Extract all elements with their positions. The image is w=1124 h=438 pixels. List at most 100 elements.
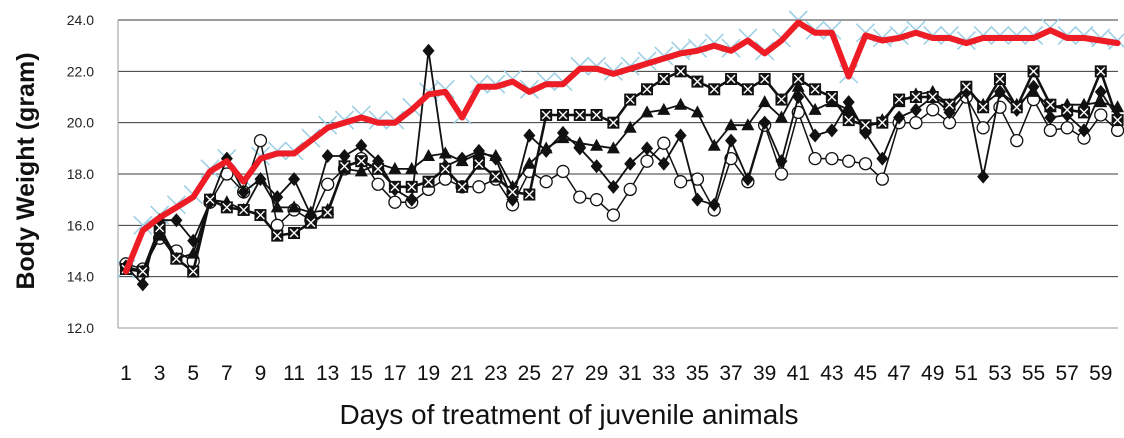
data-point — [590, 159, 603, 174]
data-point — [876, 151, 889, 166]
data-point — [523, 128, 536, 143]
data-point — [707, 138, 721, 151]
data-point — [926, 103, 940, 117]
y-tick-label: 20.0 — [67, 115, 94, 131]
data-point — [540, 108, 553, 121]
data-point — [909, 102, 922, 117]
data-point — [253, 172, 267, 185]
data-point — [321, 206, 334, 219]
x-tick-label: 39 — [753, 362, 776, 385]
data-point — [1094, 95, 1108, 108]
x-axis-label: Days of treatment of juvenile animals — [339, 399, 798, 430]
data-point — [1111, 114, 1124, 127]
data-point — [758, 95, 772, 108]
data-point — [372, 162, 385, 175]
data-point — [1110, 123, 1124, 138]
data-point — [657, 156, 670, 171]
data-point — [422, 149, 436, 162]
data-point — [1094, 84, 1107, 99]
data-point — [271, 229, 284, 242]
data-point — [573, 190, 587, 204]
data-point — [976, 121, 990, 135]
data-point — [472, 146, 486, 159]
data-point — [170, 252, 183, 265]
data-point — [640, 105, 654, 118]
data-point — [858, 157, 873, 171]
x-tick-label: 19 — [417, 362, 440, 385]
x-tick-label: 15 — [350, 362, 373, 385]
data-point — [573, 136, 587, 149]
data-point — [774, 110, 788, 123]
data-series — [116, 10, 1124, 292]
data-point — [741, 83, 754, 96]
data-point — [691, 75, 704, 88]
x-tick-label: 37 — [719, 362, 742, 385]
data-point — [237, 203, 250, 216]
data-point — [607, 116, 620, 129]
data-point — [388, 161, 402, 174]
data-point — [1077, 123, 1090, 138]
x-tick-label: 31 — [619, 362, 642, 385]
data-point — [422, 175, 435, 188]
data-point — [725, 133, 738, 148]
x-tick-labels: 1 3 5 7 9 11 13 15 17 19 21 23 25 27 29 31 33 35 37 39 41 43 4… — [120, 362, 1112, 385]
data-point — [589, 193, 604, 207]
data-point — [354, 164, 368, 177]
y-tick-labels: 12.0 14.0 16.0 18.0 20.0 22.0 24.0 — [67, 12, 94, 336]
data-point — [708, 197, 721, 212]
data-point — [1027, 65, 1040, 78]
data-point — [808, 102, 822, 115]
data-point — [624, 156, 637, 171]
x-tick-label: 29 — [585, 362, 608, 385]
data-point — [1010, 133, 1024, 148]
data-point — [893, 93, 906, 106]
data-point — [254, 209, 267, 222]
data-point — [977, 101, 990, 114]
data-point — [237, 184, 250, 199]
data-point — [641, 141, 654, 156]
data-point — [489, 170, 502, 183]
data-point — [133, 215, 153, 235]
series-6 — [119, 90, 1124, 276]
data-point — [775, 154, 788, 169]
data-point — [758, 115, 771, 130]
data-point — [691, 192, 704, 207]
data-point — [288, 172, 301, 187]
x-tick-label: 11 — [283, 362, 305, 385]
data-point — [321, 177, 335, 191]
x-tick-label: 9 — [255, 362, 267, 385]
data-point — [825, 91, 838, 103]
x-tick-label: 23 — [484, 362, 507, 385]
x-tick-label: 7 — [221, 362, 233, 385]
data-point — [657, 73, 670, 86]
data-point — [842, 95, 855, 110]
data-point — [606, 208, 621, 222]
data-point — [842, 102, 856, 115]
x-tick-label: 53 — [988, 362, 1011, 385]
x-tick-label: 45 — [854, 362, 877, 385]
data-point — [943, 98, 956, 111]
data-point — [993, 84, 1007, 97]
data-point — [153, 221, 166, 234]
data-point — [472, 157, 485, 170]
y-tick-label: 18.0 — [67, 166, 94, 182]
data-point — [556, 108, 569, 121]
data-point — [253, 133, 268, 148]
data-point — [741, 118, 755, 131]
data-point — [825, 151, 839, 166]
data-point — [170, 213, 183, 228]
data-point — [792, 73, 805, 86]
data-point — [1094, 108, 1108, 122]
data-point — [136, 265, 149, 278]
data-point — [136, 277, 149, 292]
data-point — [809, 83, 822, 96]
series-3 — [120, 65, 1124, 278]
data-point — [590, 108, 603, 121]
data-point — [791, 79, 805, 92]
x-tick-label: 43 — [820, 362, 843, 385]
data-point — [590, 138, 604, 151]
y-tick-label: 24.0 — [67, 12, 94, 28]
data-point — [657, 136, 671, 150]
data-point — [573, 108, 586, 121]
